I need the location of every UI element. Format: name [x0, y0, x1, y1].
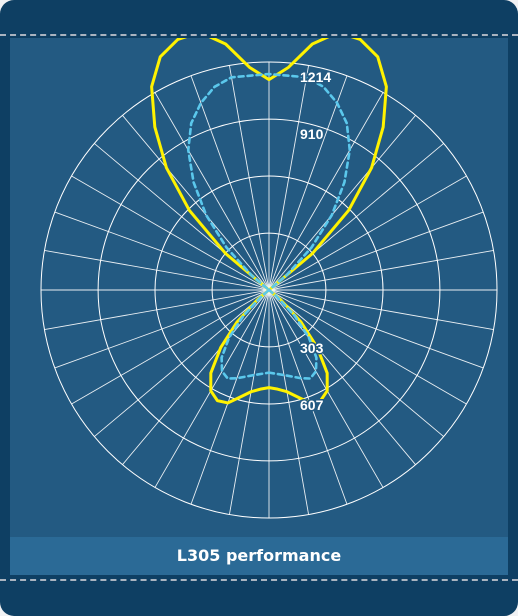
- caption-bar: [10, 537, 508, 575]
- grid-ring: [97, 118, 441, 462]
- series-layer: [150, 38, 388, 405]
- ring-label-910: 910: [300, 126, 324, 142]
- grid-ring: [211, 232, 327, 348]
- chart-caption: L305 performance: [176, 546, 342, 565]
- series-solid-curve: [150, 38, 388, 405]
- ring-label-607: 607: [300, 397, 324, 413]
- ring-label-1214: 1214: [300, 69, 331, 85]
- bottom-dashed-divider: [0, 579, 518, 581]
- grid-ring: [154, 175, 384, 405]
- series-dashed-curve: [186, 72, 352, 380]
- grid-ring: [40, 61, 498, 519]
- ring-label-303: 303: [300, 340, 324, 356]
- top-dashed-divider: [0, 34, 518, 36]
- polar-grid: [40, 61, 498, 519]
- ring-labels: 303 607 910 1214: [299, 68, 333, 415]
